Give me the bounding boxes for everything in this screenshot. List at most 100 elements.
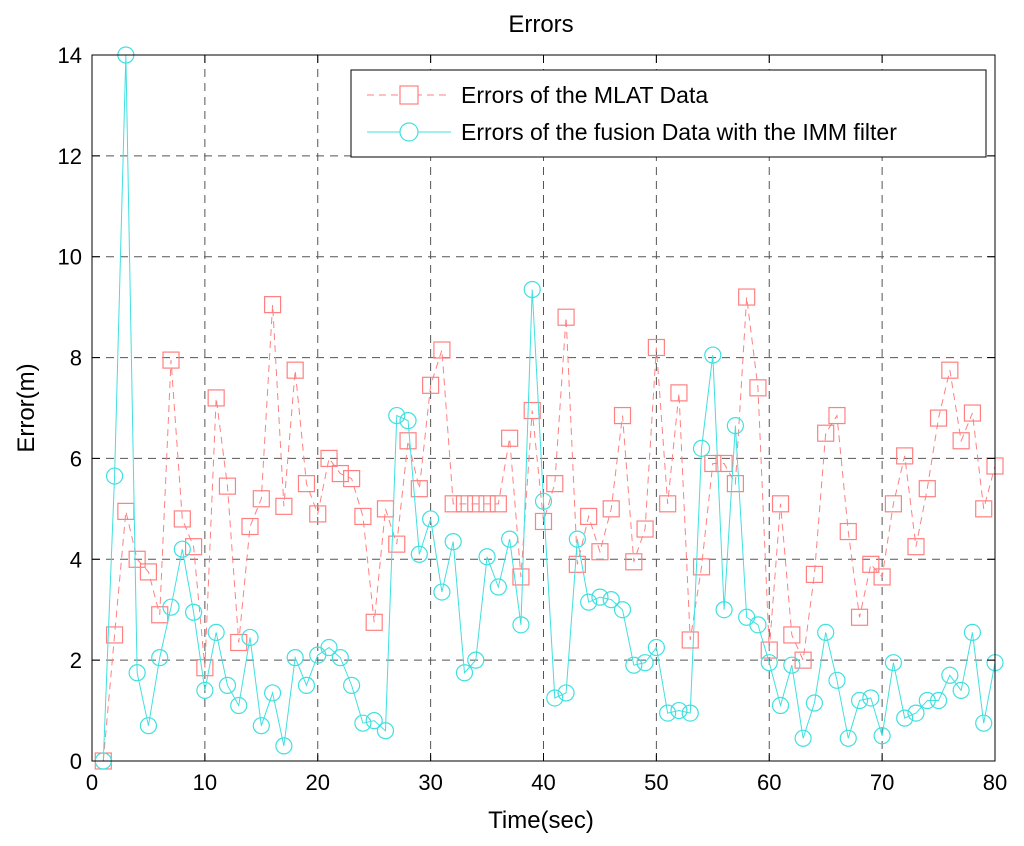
series-1-point [873, 568, 891, 586]
series-1-point [670, 384, 688, 402]
series-2-point [207, 623, 225, 642]
series-1-point [105, 626, 124, 644]
series-2-point [636, 654, 654, 672]
series-1-point [320, 449, 338, 468]
series-2-point [659, 704, 677, 722]
series-2-point [760, 654, 778, 672]
series-2-point [929, 691, 948, 710]
series-2-point [896, 709, 914, 727]
series-1-point [354, 507, 372, 526]
series-1-point [929, 409, 948, 427]
series-2-point [839, 729, 857, 747]
series-1-point [264, 296, 282, 314]
series-1-point [557, 308, 575, 326]
series-1-point [862, 555, 880, 573]
series-1-point [828, 406, 846, 425]
series-2-point [275, 737, 293, 755]
series-1-point [343, 470, 361, 488]
series-1-point [139, 563, 158, 581]
series-1-point [783, 626, 801, 644]
series-1-point [805, 565, 824, 584]
series-2-point [613, 601, 632, 619]
y-tick-label: 0 [70, 749, 82, 774]
series-1-point [941, 361, 959, 379]
series-2-point [534, 492, 553, 510]
axis-ticks: 0 10 20 30 40 50 60 70 80 0 2 4 6 8 10 12 14 [58, 43, 1008, 795]
series-2-point [252, 717, 270, 735]
series-1-point [455, 495, 474, 513]
series-2-point [478, 548, 496, 566]
y-tick-label: 10 [58, 245, 82, 270]
series-1-point [286, 361, 304, 379]
series-1-point [501, 429, 519, 447]
series-1-point [692, 558, 711, 576]
series-2-point [828, 671, 846, 689]
series-1-point [647, 338, 665, 357]
series-2-point [422, 510, 440, 528]
series-2-point [715, 601, 733, 619]
series-2-point [162, 598, 180, 616]
x-tick-label: 40 [531, 770, 555, 795]
series-2-point [264, 684, 282, 702]
series-2-point [963, 623, 982, 642]
series-1-point [275, 497, 293, 515]
series-1-point [523, 401, 541, 420]
x-tick-label: 60 [757, 770, 781, 795]
series-1-point [512, 568, 530, 586]
series-1-point [365, 613, 383, 631]
series-1-point [726, 475, 744, 493]
series-1-point [230, 633, 248, 652]
series-1-point [850, 608, 869, 626]
series-2-point [241, 628, 259, 647]
series-2-point [512, 616, 530, 634]
series-2-point [817, 623, 835, 642]
x-tick-label: 70 [870, 770, 894, 795]
series-2-point [286, 649, 304, 667]
series-2-point [399, 412, 417, 430]
series-2-point [388, 406, 406, 425]
series-2-point [884, 654, 903, 672]
series-2-point [196, 681, 214, 700]
series-1-point [715, 454, 733, 473]
series-1-point [388, 535, 406, 553]
series-2-point [941, 666, 959, 684]
y-tick-label: 12 [58, 144, 82, 169]
y-tick-label: 4 [70, 547, 82, 572]
series-2-point [647, 638, 665, 657]
series-1-point [580, 507, 598, 526]
series-1-point [749, 379, 767, 397]
series-1-line [102, 296, 996, 762]
series-2-point [681, 704, 699, 722]
x-tick-label: 0 [86, 770, 98, 795]
series-1-point [704, 454, 722, 473]
series-2-point [173, 540, 191, 558]
series-2-point [783, 656, 801, 674]
series-1-point [771, 495, 790, 513]
series-2-point [794, 729, 812, 747]
series-2-point [975, 714, 993, 732]
series-1-point [681, 631, 699, 649]
series-1-point [907, 538, 925, 556]
series-2-point [952, 681, 970, 700]
series-2-point [128, 664, 146, 682]
series-2-point [455, 664, 474, 682]
series-1-point [467, 495, 485, 513]
series-2-point [139, 717, 158, 735]
series-2-point [850, 691, 869, 710]
legend-marker-1 [399, 85, 419, 105]
series-1-point [975, 500, 993, 518]
chart-title: Errors [508, 11, 573, 38]
series-1-point [218, 477, 237, 495]
series-1-point [636, 520, 654, 538]
x-tick-label: 80 [983, 770, 1007, 795]
series-2-point [365, 712, 383, 730]
series-2-point [523, 280, 541, 299]
series-1-point [918, 480, 936, 498]
series-2-point [771, 696, 790, 715]
legend-label-2: Errors of the fusion Data with the IMM f… [461, 119, 897, 145]
series-2-point [591, 588, 609, 606]
series-2 [94, 46, 1004, 770]
series-1-point [297, 475, 316, 493]
series-1-point [794, 651, 812, 669]
